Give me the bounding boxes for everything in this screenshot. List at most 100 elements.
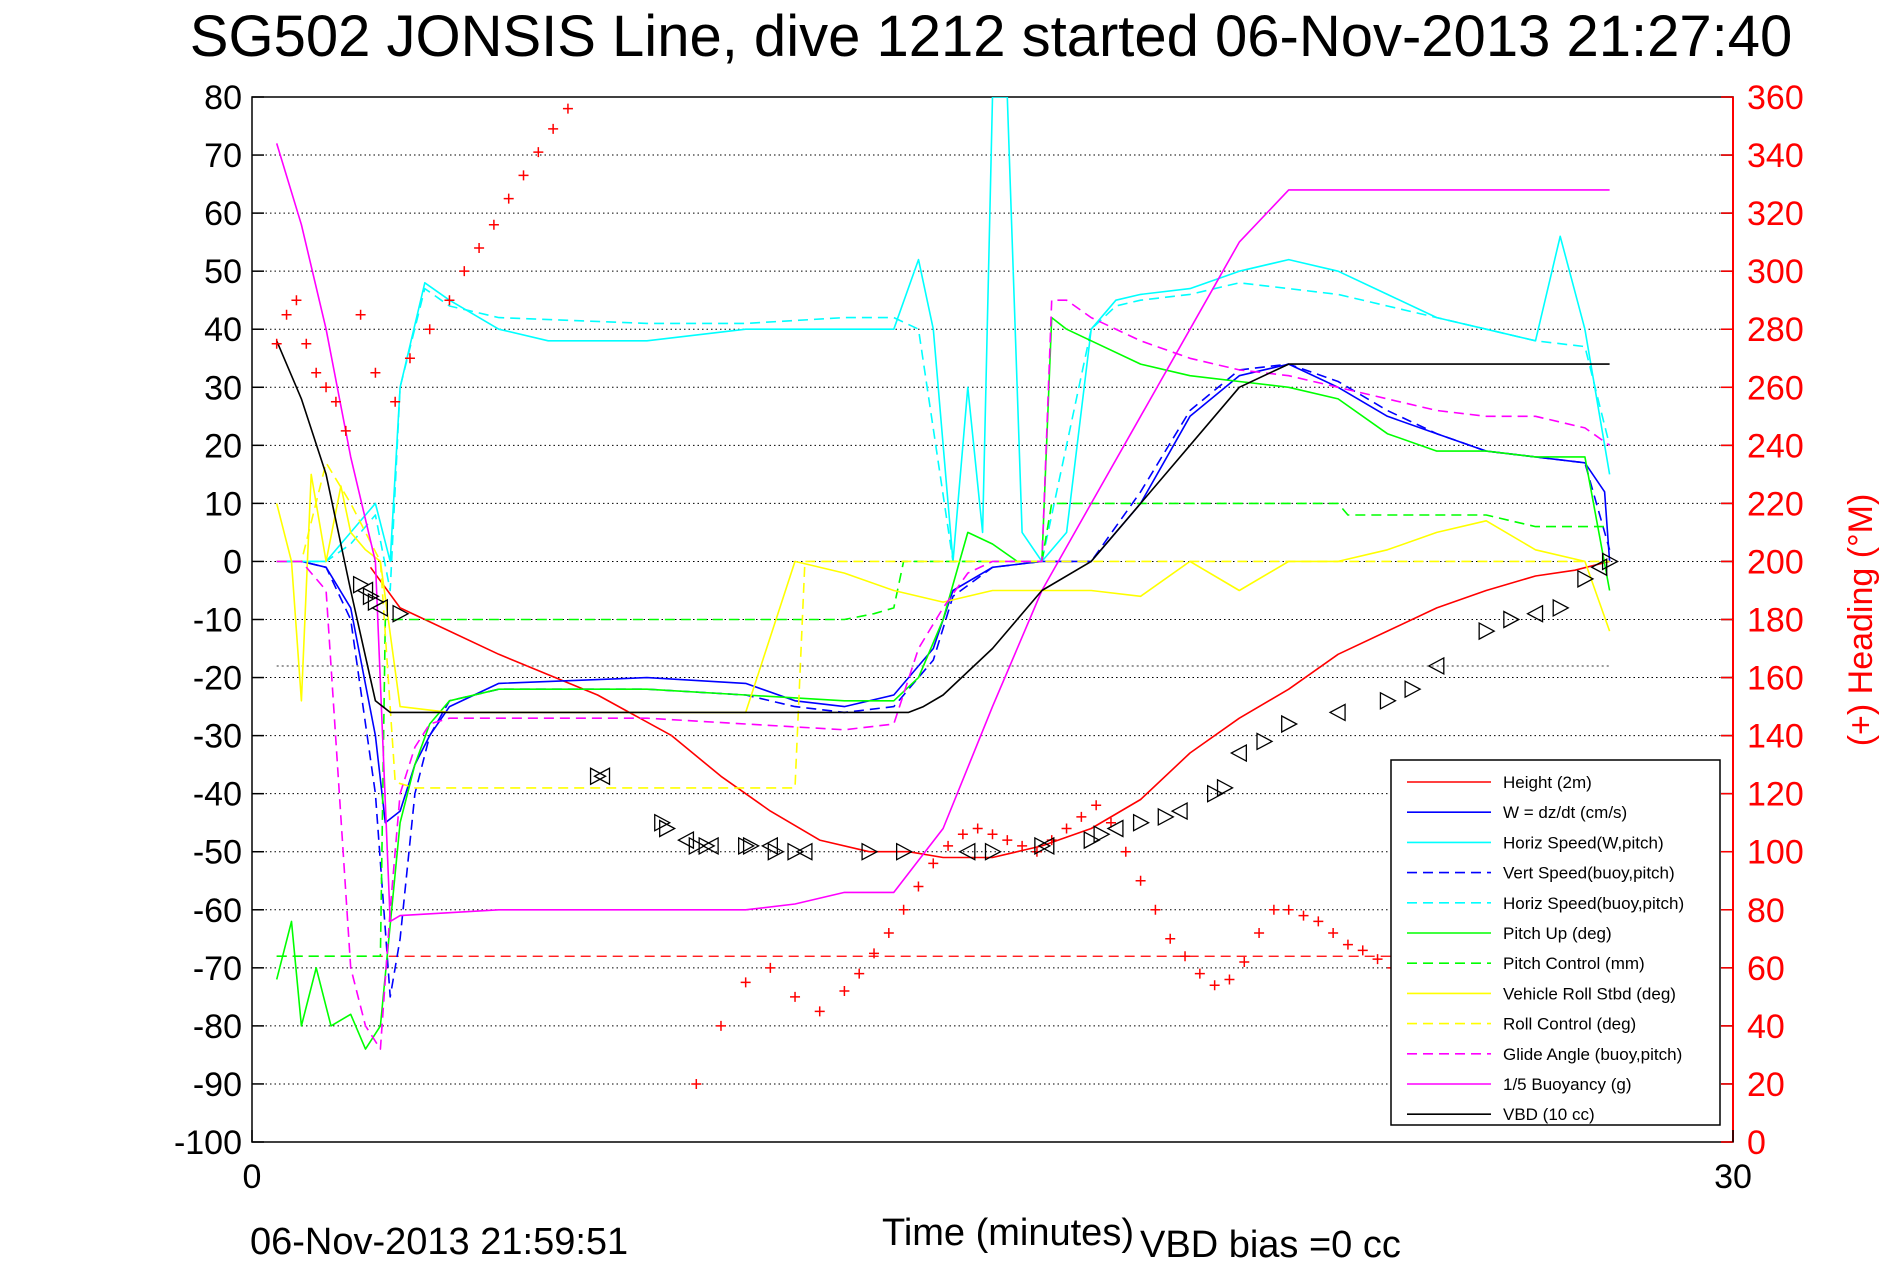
right-tick-label: 180 bbox=[1747, 602, 1804, 640]
heading-point bbox=[1002, 835, 1013, 846]
height-triangle bbox=[362, 587, 380, 606]
heading-point bbox=[291, 295, 302, 306]
heading-point bbox=[1224, 974, 1235, 985]
heading-point bbox=[488, 219, 499, 230]
heading-point bbox=[578, 86, 588, 96]
heading-point bbox=[957, 829, 968, 840]
x-tick-label: 0 bbox=[243, 1158, 262, 1196]
right-tick-label: 300 bbox=[1747, 253, 1804, 291]
height-triangle bbox=[688, 836, 706, 856]
heading-point bbox=[1180, 951, 1191, 962]
heading-point bbox=[1328, 928, 1339, 938]
heading-point bbox=[1091, 800, 1102, 811]
chart-title: SG502 JONSIS Line, dive 1212 started 06-… bbox=[190, 4, 1792, 69]
right-y-ticks: 3603403203002802602402202001801601401201… bbox=[1721, 79, 1804, 1162]
heading-point bbox=[869, 948, 880, 959]
legend-box bbox=[1390, 759, 1721, 1126]
heading-point bbox=[1120, 846, 1131, 857]
vbd-bias-label: VBD bias =0 cc bbox=[1140, 1224, 1401, 1262]
heading-point bbox=[854, 968, 865, 979]
heading-point bbox=[765, 962, 776, 973]
series-line bbox=[276, 299, 1611, 1050]
left-tick-label: 80 bbox=[204, 79, 242, 117]
legend-label: Vert Speed(buoy,pitch) bbox=[1503, 864, 1675, 883]
heading-point bbox=[390, 396, 401, 407]
heading-point bbox=[518, 170, 529, 181]
right-tick-label: 340 bbox=[1747, 137, 1804, 175]
heading-point bbox=[474, 242, 485, 253]
heading-point bbox=[1342, 939, 1353, 950]
heading-point bbox=[1357, 945, 1368, 956]
legend-label: Roll Control (deg) bbox=[1503, 1015, 1636, 1034]
left-tick-label: -80 bbox=[193, 1008, 242, 1046]
heading-point bbox=[548, 123, 559, 134]
right-tick-label: 20 bbox=[1747, 1066, 1785, 1104]
height-triangle bbox=[1207, 784, 1225, 803]
legend: Height (2m) W = dz/dt (cm/s) Horiz Speed(W… bbox=[1390, 759, 1721, 1126]
height-triangle bbox=[1328, 703, 1346, 722]
series-line bbox=[276, 363, 1611, 998]
heading-point bbox=[1135, 875, 1146, 886]
height-triangle bbox=[1106, 819, 1124, 838]
right-tick-label: 100 bbox=[1747, 834, 1804, 872]
height-triangle bbox=[767, 842, 785, 861]
series-line bbox=[369, 560, 1610, 859]
heading-point bbox=[459, 266, 470, 277]
height-triangle bbox=[356, 581, 374, 600]
right-tick-label: 140 bbox=[1747, 718, 1804, 756]
height-triangle bbox=[1229, 743, 1247, 763]
left-tick-label: -60 bbox=[193, 892, 242, 930]
height-triangle bbox=[654, 813, 672, 832]
height-triangle bbox=[795, 842, 813, 861]
heading-point bbox=[1283, 904, 1294, 915]
left-tick-label: -40 bbox=[193, 776, 242, 814]
height-triangle bbox=[1404, 680, 1422, 699]
height-triangle bbox=[1526, 604, 1544, 623]
end-timestamp: 06-Nov-2013 21:59:51 bbox=[250, 1221, 628, 1262]
height-triangle bbox=[593, 767, 611, 786]
heading-point bbox=[1150, 904, 1161, 915]
heading-point bbox=[1209, 980, 1220, 991]
x-tick-label: 30 bbox=[1714, 1158, 1752, 1196]
heading-point bbox=[1105, 817, 1116, 828]
left-tick-label: 30 bbox=[204, 369, 242, 407]
height-markers bbox=[352, 552, 1619, 861]
heading-point bbox=[883, 928, 894, 938]
heading-point bbox=[839, 986, 850, 997]
heading-point bbox=[691, 1078, 702, 1089]
heading-point bbox=[1017, 840, 1028, 851]
series-line bbox=[275, 316, 1611, 1050]
right-tick-label: 80 bbox=[1747, 892, 1785, 930]
height-triangle bbox=[1256, 732, 1274, 751]
heading-point bbox=[562, 103, 573, 114]
legend-label: Glide Angle (buoy,pitch) bbox=[1503, 1045, 1682, 1064]
heading-point bbox=[943, 840, 954, 851]
left-tick-label: 50 bbox=[204, 253, 242, 291]
height-triangle bbox=[738, 836, 756, 856]
height-triangle bbox=[760, 836, 778, 856]
legend-label: Pitch Control (mm) bbox=[1503, 954, 1645, 973]
heading-point bbox=[1372, 954, 1383, 965]
heading-point bbox=[814, 1006, 825, 1017]
right-tick-label: 240 bbox=[1747, 427, 1804, 465]
height-triangle bbox=[1034, 836, 1052, 856]
height-triangle bbox=[984, 842, 1002, 861]
right-y-axis-label: (+) Heading (°M) bbox=[1842, 494, 1880, 747]
height-triangle bbox=[742, 836, 760, 856]
height-triangle bbox=[787, 842, 805, 861]
heading-point bbox=[972, 823, 983, 834]
heading-point bbox=[790, 991, 801, 1002]
left-tick-label: 60 bbox=[204, 195, 242, 233]
legend-label: Pitch Up (deg) bbox=[1503, 924, 1612, 943]
right-tick-label: 320 bbox=[1747, 195, 1804, 233]
right-tick-label: 160 bbox=[1747, 660, 1804, 698]
heading-point bbox=[355, 309, 366, 320]
left-tick-label: 0 bbox=[223, 543, 242, 581]
right-tick-label: 260 bbox=[1747, 369, 1804, 407]
heading-point bbox=[740, 977, 751, 988]
height-triangle bbox=[1577, 569, 1595, 588]
height-triangle bbox=[958, 842, 976, 861]
heading-point bbox=[444, 295, 455, 306]
height-triangle bbox=[895, 842, 914, 861]
heading-point bbox=[330, 396, 341, 407]
